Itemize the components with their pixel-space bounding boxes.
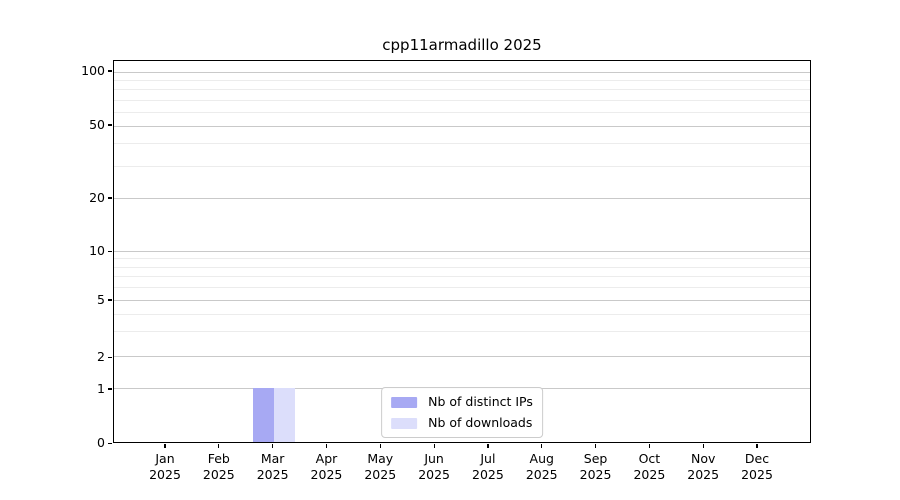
legend-label: Nb of downloads	[428, 415, 533, 430]
x-tick-month: Jun	[424, 451, 444, 466]
y-tick-mark	[108, 388, 112, 390]
y-tick-label: 5	[97, 291, 105, 307]
major-gridline	[114, 125, 810, 127]
chart-title: cpp11armadillo 2025	[382, 36, 542, 54]
x-tick-label: Dec 2025	[725, 451, 789, 482]
x-tick-mark	[756, 444, 758, 448]
plot-area: Nb of distinct IPs Nb of downloads	[113, 60, 811, 443]
x-tick-mark	[325, 444, 328, 448]
minor-gridline	[114, 266, 810, 268]
legend-item: Nb of downloads	[391, 415, 533, 431]
x-tick-label: Oct 2025	[617, 451, 681, 482]
y-tick-label: 1	[97, 380, 105, 396]
minor-gridline	[114, 111, 810, 113]
x-tick-mark	[702, 444, 704, 448]
y-tick-mark	[108, 250, 112, 252]
x-tick-year: 2025	[149, 466, 181, 482]
x-tick-month: Sep	[583, 451, 608, 466]
legend-label: Nb of distinct IPs	[428, 394, 533, 409]
y-tick-label: 100	[81, 62, 105, 78]
x-tick-year: 2025	[525, 466, 558, 482]
x-tick-month: Nov	[690, 451, 716, 466]
legend-swatch	[391, 417, 418, 429]
y-tick-mark	[108, 356, 112, 358]
x-tick-label: Jun 2025	[402, 451, 466, 482]
y-tick-label: 50	[89, 116, 105, 132]
x-tick-month: Aug	[529, 451, 554, 466]
major-gridline	[114, 71, 810, 73]
x-tick-mark	[218, 444, 220, 448]
x-tick-label: May 2025	[348, 451, 412, 482]
minor-gridline	[114, 89, 810, 91]
x-tick-month: May	[367, 451, 394, 466]
bar-downloads	[273, 388, 295, 442]
y-tick-label: 10	[89, 243, 105, 258]
major-gridline	[114, 198, 810, 200]
x-tick-month: Apr	[315, 451, 338, 466]
y-tick-mark	[108, 442, 112, 444]
x-tick-year: 2025	[256, 466, 289, 482]
x-tick-year: 2025	[633, 466, 666, 482]
y-tick-mark	[108, 70, 112, 72]
x-tick-mark	[164, 444, 166, 448]
x-tick-month: Jul	[480, 451, 496, 466]
x-tick-label: Sep 2025	[564, 451, 628, 482]
x-tick-mark	[594, 444, 597, 448]
x-tick-label: Feb 2025	[187, 451, 251, 482]
minor-gridline	[114, 331, 810, 333]
legend: Nb of distinct IPs Nb of downloads	[381, 387, 543, 438]
legend-swatch	[391, 396, 418, 408]
x-tick-label: Nov 2025	[671, 451, 735, 482]
major-gridline	[114, 356, 810, 358]
x-tick-mark	[648, 444, 650, 448]
x-tick-month: Oct	[638, 451, 661, 466]
x-tick-mark	[487, 444, 489, 448]
major-gridline	[114, 251, 810, 252]
minor-gridline	[114, 99, 810, 101]
y-tick-label: 2	[97, 349, 105, 365]
legend-item: Nb of distinct IPs	[391, 394, 533, 410]
y-tick-label: 0	[97, 435, 105, 450]
x-tick-mark	[433, 444, 435, 448]
x-tick-year: 2025	[310, 466, 343, 482]
minor-gridline	[114, 313, 810, 315]
minor-gridline	[114, 276, 810, 278]
y-tick-mark	[108, 197, 112, 199]
minor-gridline	[114, 143, 810, 145]
y-tick-mark	[108, 124, 112, 126]
x-tick-mark	[541, 444, 543, 448]
x-tick-label: Aug 2025	[510, 451, 574, 482]
x-tick-month: Feb	[207, 451, 230, 466]
y-tick-label: 20	[89, 189, 105, 205]
minor-gridline	[114, 80, 810, 82]
x-tick-mark	[379, 444, 381, 448]
x-tick-month: Jan	[155, 451, 175, 466]
x-tick-year: 2025	[472, 466, 504, 482]
x-tick-label: Jul 2025	[456, 451, 520, 482]
minor-gridline	[114, 258, 810, 260]
x-tick-year: 2025	[418, 466, 450, 482]
x-tick-year: 2025	[202, 466, 235, 482]
legend-rows: Nb of distinct IPs Nb of downloads	[391, 394, 533, 431]
y-tick-mark	[108, 299, 112, 301]
x-tick-year: 2025	[687, 466, 720, 482]
x-tick-month: Dec	[744, 451, 770, 466]
x-tick-label: Apr 2025	[294, 451, 358, 482]
x-tick-year: 2025	[741, 466, 773, 482]
minor-gridline	[114, 166, 810, 168]
x-tick-year: 2025	[364, 466, 397, 482]
x-tick-mark	[272, 444, 274, 448]
bar-distinct-ips	[252, 388, 274, 442]
minor-gridline	[114, 286, 810, 288]
x-tick-year: 2025	[579, 466, 612, 482]
x-tick-month: Mar	[260, 451, 285, 466]
x-tick-label: Mar 2025	[241, 451, 305, 482]
major-gridline	[114, 299, 810, 301]
x-tick-label: Jan 2025	[133, 451, 197, 482]
